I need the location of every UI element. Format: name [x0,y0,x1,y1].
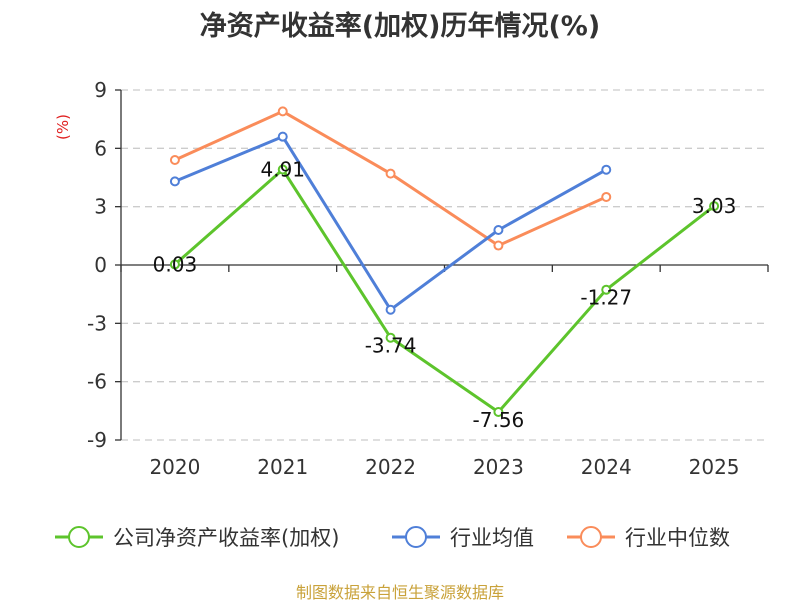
series-line [174,135,607,312]
data-point [385,332,396,343]
data-label: -3.74 [365,334,417,358]
series-line [173,168,716,414]
y-tick-label: 9 [94,78,107,102]
data-label: 3.03 [692,194,737,218]
data-point [601,164,612,175]
y-tick-label: -3 [87,311,107,335]
data-point [385,304,396,315]
chart-title: 净资产收益率(加权)历年情况(%) [199,11,601,42]
data-label: -1.27 [580,286,632,310]
data-label: 4.91 [260,158,305,182]
y-tick-label: 3 [94,195,107,219]
x-tick-label: 2023 [473,455,524,479]
data-point [169,155,180,165]
data-point [169,176,180,187]
legend-label: 公司净资产收益率(加权) [113,526,339,550]
data-point [277,106,288,117]
watermark: 制图数据来自恒生聚源数据库 [295,583,504,602]
x-tick-label: 2021 [257,455,308,479]
y-tick-label: 6 [94,136,107,160]
y-tick-label: -9 [87,428,107,452]
data-point [493,407,504,417]
legend-label: 行业均值 [450,526,534,550]
data-point [709,201,720,212]
x-tick-label: 2024 [581,455,632,479]
data-point [385,168,396,179]
y-tick-label: -6 [87,370,107,394]
data-label: 0.03 [153,252,198,276]
data-point [493,225,504,235]
legend-label: 行业中位数 [625,526,730,550]
data-point [169,259,180,270]
x-tick-label: 2025 [689,455,740,479]
y-tick-label: 0 [94,253,107,277]
data-point [277,164,288,175]
legend-swatch-marker [405,526,427,548]
data-label: -7.56 [473,408,525,432]
legend-swatch-marker [68,526,90,548]
y-axis-label: (%) [54,114,72,140]
legend-swatch-marker [580,526,602,548]
x-tick-label: 2020 [149,455,200,479]
data-point [493,240,504,251]
data-point [601,191,612,202]
x-tick-label: 2022 [365,455,416,479]
data-point [601,284,612,295]
data-point [277,131,288,142]
